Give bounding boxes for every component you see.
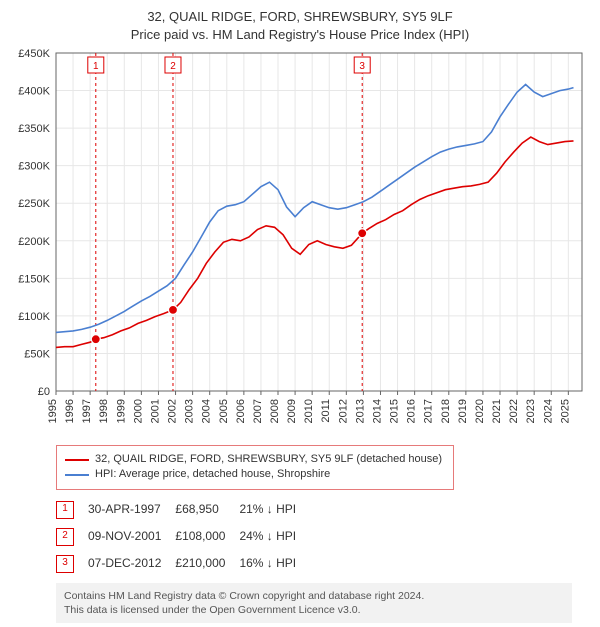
x-tick-label: 2002 [167, 399, 179, 423]
x-tick-label: 2021 [491, 399, 503, 423]
x-tick-label: 2012 [337, 399, 349, 423]
y-tick-label: £350K [18, 123, 50, 135]
chart-svg: £0 £50K £100K £150K £200K £250K £300K £350K £400… [10, 49, 590, 439]
legend: 32, QUAIL RIDGE, FORD, SHREWSBURY, SY5 9… [56, 445, 454, 490]
x-tick-label: 2025 [559, 399, 571, 423]
legend-row: 32, QUAIL RIDGE, FORD, SHREWSBURY, SY5 9… [65, 452, 445, 467]
event-row: 1 30-APR-1997£68,95021% ↓ HPI [56, 496, 310, 523]
x-tick-label: 2018 [440, 399, 452, 423]
event-table: 1 30-APR-1997£68,95021% ↓ HPI 2 09-NOV-2001… [56, 496, 590, 577]
y-tick-label: £250K [18, 198, 50, 210]
x-tick-label: 2008 [269, 399, 281, 423]
x-tick-label: 2006 [235, 399, 247, 423]
legend-label: HPI: Average price, detached house, Shro… [95, 467, 330, 482]
x-tick-label: 1995 [47, 399, 59, 423]
x-tick-label: 2015 [389, 399, 401, 423]
y-tick-label: £150K [18, 273, 50, 285]
event-marker [91, 335, 100, 344]
x-tick-label: 1997 [81, 399, 93, 423]
x-tick-label: 2004 [201, 399, 213, 423]
y-tick-label: £300K [18, 161, 50, 173]
event-price: £108,000 [175, 523, 239, 550]
event-badge: 2 [56, 528, 74, 546]
x-tick-label: 2010 [303, 399, 315, 423]
x-tick-label: 2024 [542, 399, 554, 423]
footer-line-1: Contains HM Land Registry data © Crown c… [64, 589, 564, 603]
event-badge: 1 [56, 501, 74, 519]
event-badge-num: 1 [93, 61, 99, 72]
x-tick-label: 2019 [457, 399, 469, 423]
x-tick-label: 2023 [525, 399, 537, 423]
event-delta: 24% ↓ HPI [239, 523, 310, 550]
y-tick-label: £400K [18, 86, 50, 98]
event-marker [168, 305, 177, 314]
x-tick-label: 2016 [406, 399, 418, 423]
event-delta: 21% ↓ HPI [239, 496, 310, 523]
event-badge-num: 3 [359, 61, 365, 72]
y-tick-label: £200K [18, 236, 50, 248]
footer-note: Contains HM Land Registry data © Crown c… [56, 583, 572, 623]
chart-title: 32, QUAIL RIDGE, FORD, SHREWSBURY, SY5 9… [10, 8, 590, 43]
x-tick-label: 2017 [423, 399, 435, 423]
event-marker [358, 229, 367, 238]
plot-frame [56, 53, 582, 391]
title-line-2: Price paid vs. HM Land Registry's House … [10, 26, 590, 44]
legend-row: HPI: Average price, detached house, Shro… [65, 467, 445, 482]
x-tick-label: 1998 [98, 399, 110, 423]
event-price: £210,000 [175, 550, 239, 577]
legend-swatch [65, 459, 89, 461]
series-hpi [56, 85, 574, 333]
footer-line-2: This data is licensed under the Open Gov… [64, 603, 564, 617]
x-tick-label: 2001 [149, 399, 161, 423]
x-tick-label: 2020 [474, 399, 486, 423]
y-tick-label: £100K [18, 311, 50, 323]
event-date: 07-DEC-2012 [88, 550, 175, 577]
x-tick-label: 2013 [354, 399, 366, 423]
title-line-1: 32, QUAIL RIDGE, FORD, SHREWSBURY, SY5 9… [10, 8, 590, 26]
x-tick-label: 2007 [252, 399, 264, 423]
event-row: 2 09-NOV-2001£108,00024% ↓ HPI [56, 523, 310, 550]
event-badge-num: 2 [170, 61, 176, 72]
x-tick-label: 1999 [115, 399, 127, 423]
x-tick-label: 2005 [218, 399, 230, 423]
x-tick-label: 2022 [508, 399, 520, 423]
x-tick-label: 2000 [132, 399, 144, 423]
y-tick-label: £450K [18, 49, 50, 60]
legend-label: 32, QUAIL RIDGE, FORD, SHREWSBURY, SY5 9… [95, 452, 442, 467]
x-tick-label: 2009 [286, 399, 298, 423]
event-delta: 16% ↓ HPI [239, 550, 310, 577]
x-tick-label: 1996 [64, 399, 76, 423]
x-tick-label: 2011 [320, 399, 332, 423]
chart: £0 £50K £100K £150K £200K £250K £300K £350K £400… [10, 49, 590, 439]
event-date: 09-NOV-2001 [88, 523, 175, 550]
event-date: 30-APR-1997 [88, 496, 175, 523]
x-tick-label: 2014 [371, 399, 383, 423]
x-tick-label: 2003 [184, 399, 196, 423]
event-badge: 3 [56, 555, 74, 573]
y-tick-label: £50K [24, 349, 50, 361]
legend-swatch [65, 474, 89, 476]
y-tick-label: £0 [38, 386, 50, 398]
event-row: 3 07-DEC-2012£210,00016% ↓ HPI [56, 550, 310, 577]
event-price: £68,950 [175, 496, 239, 523]
